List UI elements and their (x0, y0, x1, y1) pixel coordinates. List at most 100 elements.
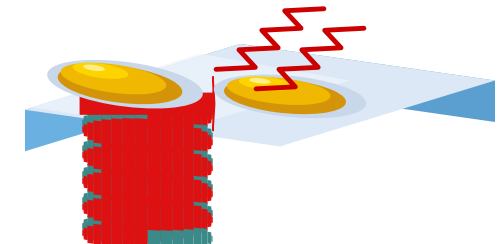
Polygon shape (184, 152, 194, 179)
Polygon shape (135, 144, 147, 178)
Polygon shape (194, 108, 202, 131)
Polygon shape (160, 150, 172, 183)
Polygon shape (160, 192, 172, 224)
Polygon shape (88, 122, 94, 140)
Polygon shape (112, 110, 122, 140)
Polygon shape (208, 189, 212, 201)
Polygon shape (172, 97, 184, 127)
Polygon shape (208, 208, 212, 221)
Polygon shape (172, 125, 184, 155)
Polygon shape (88, 226, 94, 244)
Polygon shape (184, 177, 194, 204)
Polygon shape (202, 161, 207, 179)
Polygon shape (194, 121, 202, 144)
Polygon shape (84, 143, 87, 156)
Polygon shape (135, 177, 147, 211)
Polygon shape (172, 122, 184, 153)
Polygon shape (82, 119, 84, 126)
Polygon shape (208, 180, 212, 193)
Polygon shape (172, 202, 184, 233)
Polygon shape (102, 119, 112, 146)
Polygon shape (94, 172, 102, 195)
Polygon shape (148, 119, 160, 153)
Polygon shape (194, 147, 202, 170)
Polygon shape (194, 102, 202, 125)
Polygon shape (94, 212, 102, 235)
Polygon shape (208, 161, 212, 173)
Polygon shape (160, 157, 172, 190)
Polygon shape (84, 228, 87, 240)
Polygon shape (122, 179, 135, 212)
Polygon shape (102, 164, 112, 191)
Polygon shape (94, 198, 102, 221)
Polygon shape (184, 106, 194, 133)
Polygon shape (112, 155, 122, 185)
Polygon shape (102, 190, 112, 218)
Polygon shape (172, 105, 184, 136)
Polygon shape (122, 118, 135, 151)
Polygon shape (148, 151, 160, 185)
Polygon shape (112, 144, 122, 175)
Polygon shape (88, 196, 94, 214)
Polygon shape (172, 99, 184, 130)
Polygon shape (88, 116, 94, 134)
Polygon shape (184, 196, 194, 223)
Polygon shape (172, 157, 184, 188)
Polygon shape (202, 228, 207, 244)
Polygon shape (84, 195, 87, 208)
Polygon shape (122, 108, 135, 140)
Polygon shape (102, 164, 112, 192)
Polygon shape (94, 217, 102, 241)
Polygon shape (148, 216, 160, 244)
Polygon shape (172, 142, 184, 173)
Polygon shape (184, 132, 194, 159)
Polygon shape (84, 167, 87, 180)
Polygon shape (88, 193, 94, 211)
Polygon shape (184, 203, 194, 230)
Polygon shape (148, 183, 160, 217)
Polygon shape (135, 189, 147, 224)
Polygon shape (160, 166, 172, 199)
Polygon shape (84, 118, 87, 130)
Polygon shape (148, 190, 160, 224)
Polygon shape (122, 144, 135, 177)
Polygon shape (148, 145, 160, 179)
Polygon shape (82, 145, 84, 152)
Polygon shape (94, 192, 102, 215)
Polygon shape (82, 203, 84, 210)
Polygon shape (135, 132, 147, 166)
Polygon shape (102, 216, 112, 244)
Polygon shape (112, 103, 122, 134)
Polygon shape (84, 115, 87, 128)
Polygon shape (84, 169, 87, 182)
Polygon shape (25, 44, 240, 151)
Polygon shape (172, 116, 184, 147)
Polygon shape (194, 204, 202, 228)
Ellipse shape (83, 65, 105, 71)
Polygon shape (88, 167, 94, 185)
Polygon shape (148, 99, 160, 133)
Polygon shape (148, 171, 160, 205)
Polygon shape (88, 222, 94, 240)
Polygon shape (160, 95, 172, 127)
Polygon shape (82, 125, 84, 132)
Polygon shape (122, 163, 135, 196)
Polygon shape (112, 161, 122, 192)
Polygon shape (194, 185, 202, 208)
Polygon shape (135, 125, 147, 160)
Polygon shape (82, 152, 84, 159)
Polygon shape (172, 209, 184, 239)
Polygon shape (122, 211, 135, 244)
Polygon shape (135, 112, 147, 146)
Polygon shape (84, 202, 87, 214)
Polygon shape (208, 128, 212, 141)
Polygon shape (184, 151, 194, 178)
Polygon shape (148, 131, 160, 165)
Polygon shape (84, 150, 87, 163)
Polygon shape (112, 206, 122, 237)
Polygon shape (102, 157, 112, 184)
Polygon shape (88, 144, 94, 162)
Polygon shape (84, 124, 87, 137)
Polygon shape (88, 215, 94, 233)
Polygon shape (94, 134, 102, 157)
